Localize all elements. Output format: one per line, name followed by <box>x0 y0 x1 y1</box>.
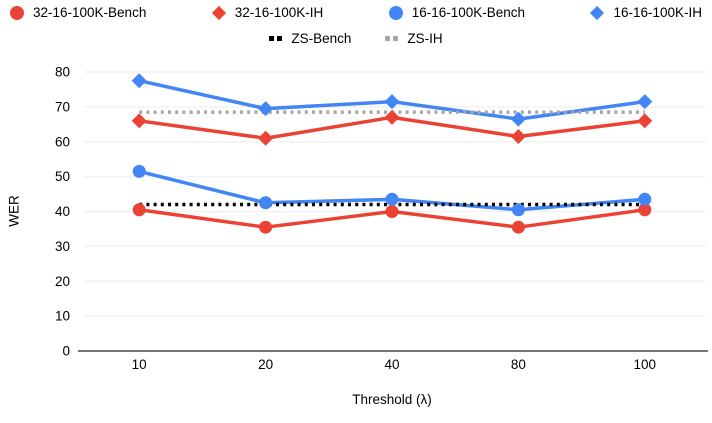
point-16-16-100k-bench-x10 <box>132 164 146 178</box>
point-32-16-100k-bench-x100 <box>638 203 652 217</box>
legend-item-zs-bench: ZS-Bench <box>269 31 351 46</box>
y-tick-label-60: 60 <box>55 134 70 149</box>
legend-label: 16-16-100K-Bench <box>411 5 526 20</box>
y-tick-label-80: 80 <box>55 65 70 80</box>
point-16-16-100k-ih-x80 <box>510 111 526 127</box>
x-tick-label-40: 40 <box>384 357 399 372</box>
y-tick-label-10: 10 <box>55 309 70 324</box>
x-tick-label-100: 100 <box>634 357 657 372</box>
x-tick-label-20: 20 <box>258 357 273 372</box>
point-32-16-100k-bench-x20 <box>259 220 273 234</box>
point-16-16-100k-ih-x10 <box>131 73 147 89</box>
point-16-16-100k-bench-x100 <box>638 192 652 206</box>
legend-label: ZS-IH <box>407 31 443 46</box>
legend-label: ZS-Bench <box>291 31 352 46</box>
y-tick-label-20: 20 <box>55 274 70 289</box>
x-tick-label-80: 80 <box>511 357 526 372</box>
32-16-100k-bench-legend-swatch-icon <box>10 5 24 20</box>
x-axis-title: Threshold (λ) <box>352 392 432 407</box>
point-16-16-100k-bench-x20 <box>259 196 273 210</box>
point-16-16-100k-ih-x40 <box>384 94 400 110</box>
x-tick-label-10: 10 <box>132 357 147 372</box>
legend-item-32-16-100k-bench: 32-16-100K-Bench <box>10 5 146 20</box>
legend-label: 16-16-100K-IH <box>613 5 702 20</box>
zs-bench-legend-swatch-icon <box>269 36 283 41</box>
16-16-100k-bench-legend-swatch-icon <box>388 5 403 20</box>
point-16-16-100k-ih-x100 <box>637 94 653 110</box>
point-32-16-100k-bench-x10 <box>132 203 146 217</box>
y-tick-label-70: 70 <box>55 99 70 114</box>
y-tick-label-30: 30 <box>55 239 70 254</box>
legend-row-primary: 32-16-100K-Bench 32-16-100K-IH 16-16-100K-… <box>0 5 712 20</box>
legend-item-32-16-100k-ih: 32-16-100K-IH <box>211 5 324 20</box>
point-16-16-100k-bench-x80 <box>511 203 525 217</box>
point-32-16-100k-ih-x20 <box>258 130 274 146</box>
y-tick-label-0: 0 <box>62 344 70 359</box>
y-tick-label-50: 50 <box>55 169 70 184</box>
point-32-16-100k-ih-x100 <box>637 113 653 129</box>
legend-item-zs-ih: ZS-IH <box>385 31 443 46</box>
point-32-16-100k-bench-x80 <box>511 220 525 234</box>
legend-row-baselines: ZS-Bench ZS-IH <box>0 31 712 46</box>
point-16-16-100k-bench-x40 <box>385 192 399 206</box>
legend-label: 32-16-100K-Bench <box>33 5 147 20</box>
legend-item-16-16-100k-bench: 16-16-100K-Bench <box>388 5 526 20</box>
point-32-16-100k-ih-x40 <box>384 109 400 125</box>
point-32-16-100k-ih-x80 <box>510 129 526 145</box>
point-32-16-100k-ih-x10 <box>131 113 147 129</box>
zs-ih-legend-swatch-icon <box>385 36 399 41</box>
legend-item-16-16-100k-ih: 16-16-100K-IH <box>590 5 702 20</box>
point-32-16-100k-bench-x40 <box>385 205 399 218</box>
y-axis-title: WER <box>6 195 22 227</box>
legend-label: 32-16-100K-IH <box>234 5 324 20</box>
point-16-16-100k-ih-x20 <box>258 101 274 117</box>
y-tick-label-40: 40 <box>55 204 70 219</box>
